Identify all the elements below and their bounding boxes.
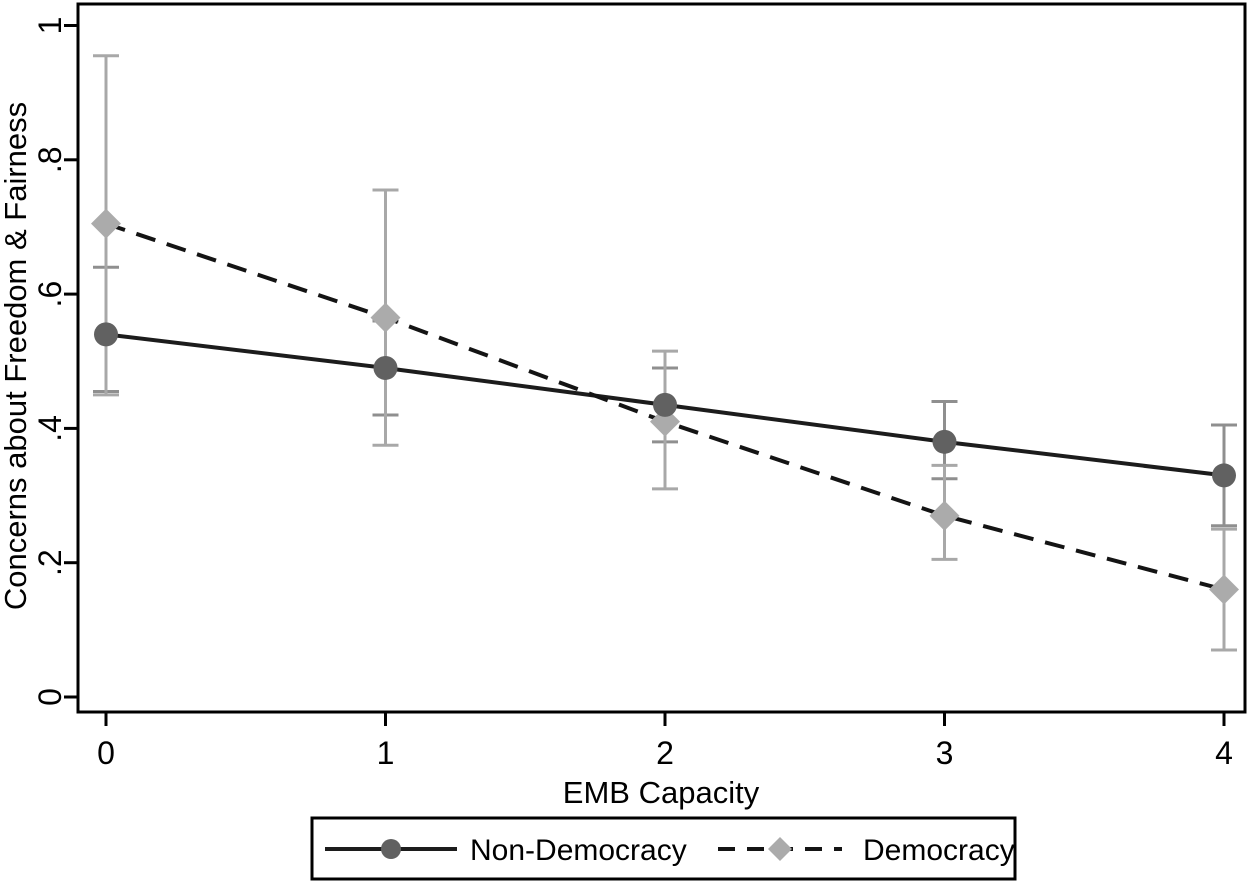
legend-label-democracy: Democracy <box>863 834 1015 867</box>
x-tick-label: 1 <box>377 735 395 771</box>
y-tick-label: 0 <box>32 688 68 706</box>
y-axis-title: Concerns about Freedom & Fairness <box>0 102 33 610</box>
x-tick-label: 0 <box>97 735 115 771</box>
x-axis-title: EMB Capacity <box>563 775 760 810</box>
data-point-democracy <box>929 500 960 531</box>
legend-key-marker-non-democracy <box>381 839 401 859</box>
data-point-democracy <box>1209 574 1239 605</box>
y-tick-label: 1 <box>32 17 68 35</box>
data-point-non-democracy <box>1212 463 1236 488</box>
data-point-non-democracy <box>373 355 398 380</box>
legend-key-marker-democracy <box>768 837 792 861</box>
x-tick-label: 3 <box>936 735 954 771</box>
data-point-non-democracy <box>932 429 957 454</box>
y-tick-label: .2 <box>32 549 68 576</box>
data-point-non-democracy <box>94 322 118 347</box>
x-tick-label: 2 <box>656 735 674 771</box>
y-tick-label: .8 <box>32 146 68 173</box>
x-tick-label: 4 <box>1215 735 1233 771</box>
legend-label-non-democracy: Non-Democracy <box>470 834 687 867</box>
legend: Non-Democracy Democracy <box>310 816 1017 881</box>
data-point-non-democracy <box>653 392 677 417</box>
data-point-democracy <box>91 208 121 239</box>
y-tick-label: .4 <box>32 415 68 442</box>
data-point-democracy <box>370 302 401 333</box>
plot-area: 0 .2 .4 .6 .8 1 0 1 2 3 4 <box>32 2 1247 771</box>
plot-frame <box>76 2 1247 714</box>
legend-keys <box>325 837 842 861</box>
y-tick-label: .6 <box>32 281 68 308</box>
